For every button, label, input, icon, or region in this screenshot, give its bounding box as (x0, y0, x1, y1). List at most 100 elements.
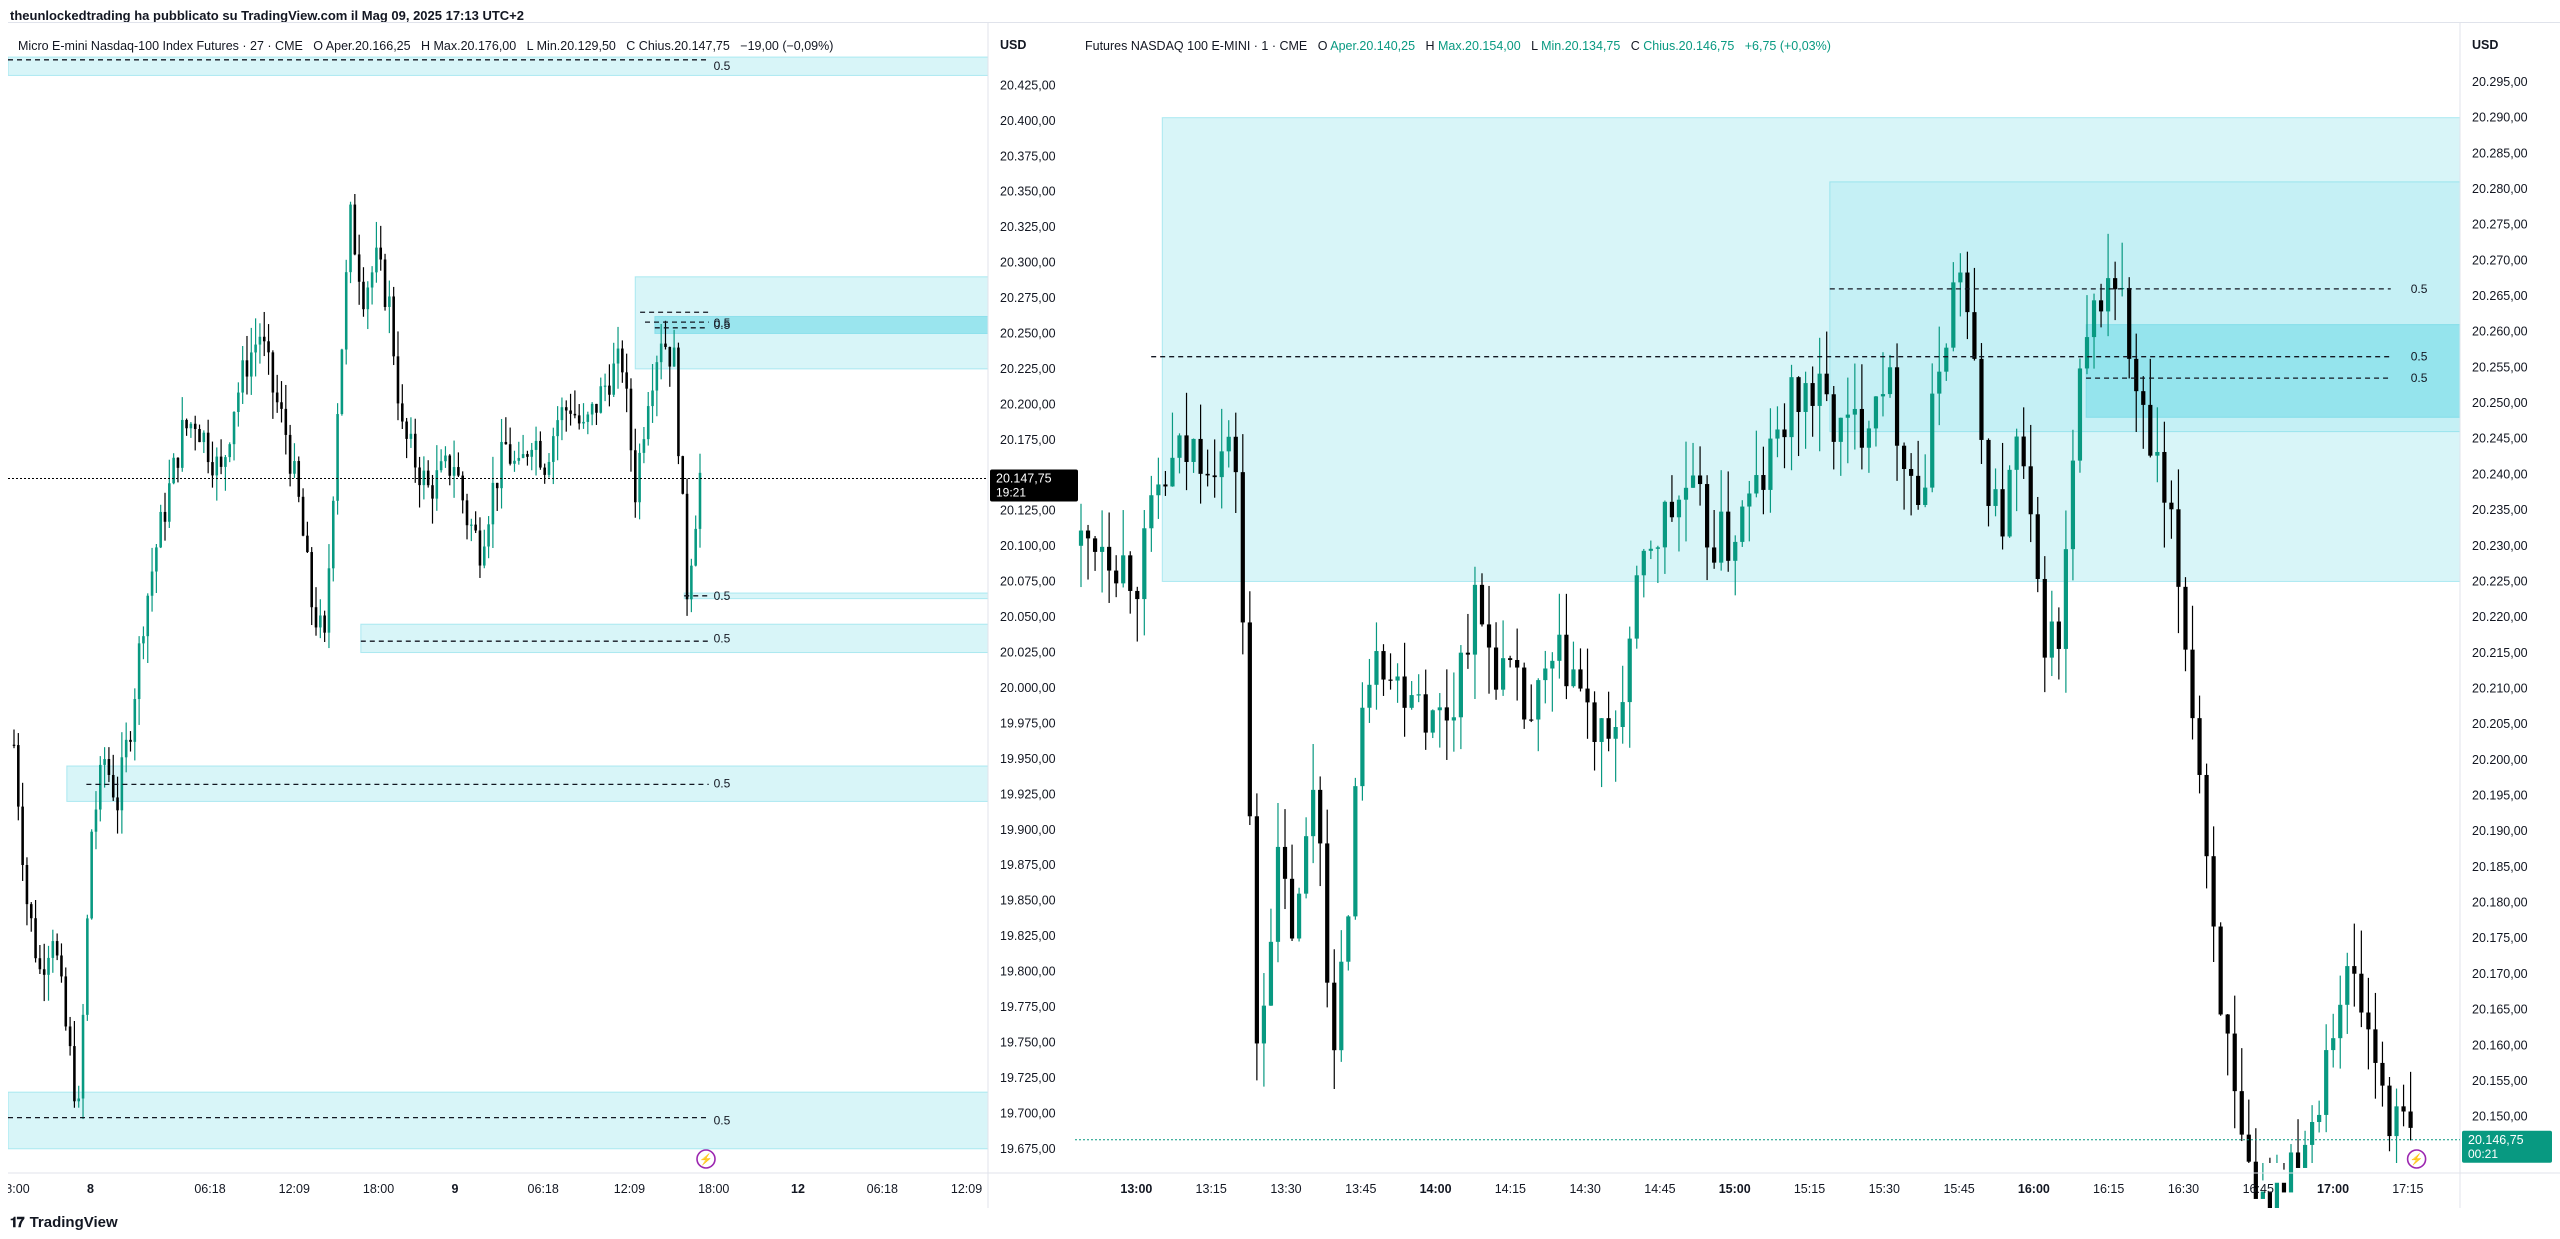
x-tick-label: 16:15 (2093, 1182, 2124, 1196)
y-tick-label: 19.950,00 (1000, 752, 1056, 766)
candle-body (1754, 475, 1759, 494)
candle-body (107, 759, 111, 775)
candle-body (474, 524, 477, 531)
tradingview-brand[interactable]: 𝟏𝟕 TradingView (10, 1214, 118, 1231)
price-tag-value: 20.147,75 (996, 471, 1052, 485)
right-high: Max.20.154,00 (1437, 39, 1521, 53)
tradingview-logo-icon: 𝟏𝟕 (10, 1214, 25, 1230)
left-symbol[interactable]: Micro E-mini Nasdaq-100 Index Futures · … (18, 39, 303, 53)
candle-body (396, 356, 400, 404)
candle-body (297, 461, 301, 497)
candle-body (1325, 843, 1330, 983)
y-tick-label: 20.190,00 (2472, 824, 2528, 838)
candle-body (1156, 484, 1161, 496)
candle-body (176, 457, 180, 468)
right-symbol[interactable]: Futures NASDAQ 100 E-MINI · 1 · CME (1085, 39, 1308, 53)
candle-body (1353, 786, 1358, 917)
candle-body (1606, 718, 1611, 739)
candle-body (1789, 377, 1794, 438)
left-legend: Micro E-mini Nasdaq-100 Index Futures · … (18, 39, 833, 53)
candle-body (1557, 634, 1562, 661)
candle-body (1515, 660, 1520, 668)
candle-body (1374, 651, 1379, 685)
y-tick-label: 20.175,00 (1000, 433, 1056, 447)
candle-body (1388, 679, 1393, 681)
candle-body (1796, 377, 1801, 412)
candle-body (163, 511, 167, 522)
candle-body (1690, 475, 1696, 488)
candle-body (258, 336, 262, 345)
candle-body (2091, 300, 2097, 338)
candle-body (2408, 1111, 2413, 1128)
y-tick-label: 19.775,00 (1000, 1000, 1056, 1014)
right-chart-panel[interactable]: Futures NASDAQ 100 E-MINI · 1 · CME O Ap… (1075, 22, 2560, 1208)
candle-body (2113, 278, 2118, 290)
candle-body (2014, 436, 2019, 470)
x-tick-label: 9 (452, 1182, 459, 1196)
left-chart-svg[interactable]: 0.50.50.50.50.50.50.5USD19.675,0019.700,… (8, 23, 1086, 1208)
candle-body (1726, 511, 1731, 561)
candle-body (1866, 428, 1872, 448)
y-tick-label: 19.725,00 (1000, 1071, 1056, 1085)
x-tick-label: 12:09 (279, 1182, 310, 1196)
candle-body (2288, 1152, 2294, 1193)
candle-body (202, 432, 206, 443)
candle-body (664, 343, 667, 347)
candle-body (1733, 541, 1738, 561)
left-chart-panel[interactable]: Micro E-mini Nasdaq-100 Index Futures · … (8, 22, 1086, 1208)
candle-body (2028, 466, 2033, 515)
right-close: Chius.20.146,75 (1643, 39, 1735, 53)
candle-body (340, 349, 344, 415)
x-tick-label: 06:18 (194, 1182, 225, 1196)
candle-body (698, 472, 702, 529)
candle-body (616, 348, 620, 364)
y-tick-label: 19.825,00 (1000, 929, 1056, 943)
candle-body (1951, 282, 1956, 348)
candle-body (1634, 575, 1639, 639)
candle-body (1648, 548, 1653, 551)
candle-body (1993, 489, 1998, 506)
x-tick-label: 06:18 (528, 1182, 559, 1196)
candle-body (1275, 846, 1281, 942)
y-tick-label: 20.180,00 (2472, 896, 2528, 910)
candle-body (409, 433, 413, 439)
candle-body (1332, 982, 1337, 1051)
candle-body (401, 403, 404, 422)
candle-body (638, 452, 641, 503)
candle-body (314, 607, 318, 628)
price-tag-timer: 00:21 (2468, 1147, 2498, 1161)
candle-body (1782, 429, 1787, 438)
left-c-label: C (626, 39, 636, 53)
candle-body (1683, 487, 1689, 500)
right-l-label: L (1531, 39, 1538, 53)
candle-body (1226, 436, 1231, 452)
candle-body (1268, 941, 1274, 1006)
candle-body (470, 524, 473, 526)
right-change: +6,75 (+0,03%) (1744, 39, 1831, 53)
candle-body (435, 470, 439, 499)
candle-body (1177, 435, 1182, 458)
candle-body (672, 347, 676, 367)
y-tick-label: 20.240,00 (2472, 467, 2528, 481)
candle-body (375, 247, 378, 273)
candle-body (215, 456, 219, 476)
x-tick-label: 15:30 (1869, 1182, 1900, 1196)
candle-body (1831, 394, 1836, 442)
candle-body (1114, 570, 1119, 584)
candle-body (2387, 1085, 2392, 1137)
candle-body (1979, 358, 1984, 440)
y-tick-label: 20.025,00 (1000, 646, 1056, 660)
y-tick-label: 20.000,00 (1000, 681, 1056, 695)
candle-body (2352, 966, 2357, 974)
candle-body (1810, 383, 1815, 406)
candle-body (690, 565, 693, 600)
right-chart-svg[interactable]: 0.5 0.5 0.5 USD 20.150,00 20.155,00 20.160,00 2… (1075, 23, 2560, 1208)
candle-body (517, 457, 521, 461)
candle-body (1719, 511, 1724, 563)
candle-body (2148, 404, 2153, 456)
x-tick-label: 13:15 (1196, 1182, 1227, 1196)
candle-body (1458, 652, 1463, 718)
candle-body (1367, 684, 1372, 708)
candle-body (1247, 622, 1252, 817)
zone-rect (8, 1091, 989, 1150)
